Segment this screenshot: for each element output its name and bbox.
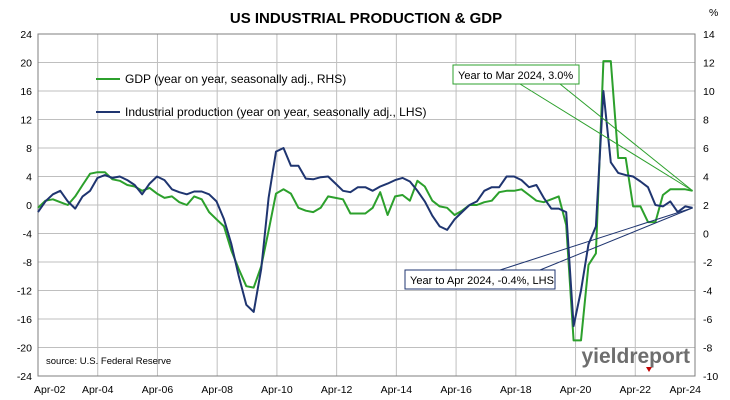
- legend-label-gdp: GDP (year on year, seasonally adj., RHS): [125, 72, 346, 86]
- right-tick-label: -6: [703, 314, 712, 326]
- right-tick-label: -10: [703, 371, 718, 383]
- x-tick-label: Apr-24: [669, 384, 701, 396]
- gdp-series-line: [37, 60, 693, 342]
- source-note: source: U.S. Federal Reserve: [46, 356, 171, 367]
- brand-wordmark: yieldreport: [581, 345, 690, 368]
- left-tick-label: -4: [23, 229, 32, 241]
- legend: GDP (year on year, seasonally adj., RHS)…: [96, 72, 427, 119]
- left-tick-label: -20: [17, 343, 32, 355]
- ip-leader-line: [499, 207, 693, 271]
- x-tick-label: Apr-16: [440, 384, 472, 396]
- industrial-production-series-line: [37, 90, 693, 328]
- right-tick-label: 8: [703, 115, 709, 127]
- left-axis-ticks: 24 20 16 12 8 4 0 -4 -8 -12 -16 -20 -24: [17, 29, 32, 383]
- gdp-leader-line: [519, 83, 693, 192]
- x-tick-label: Apr-12: [321, 384, 353, 396]
- left-tick-label: -24: [17, 371, 32, 383]
- right-tick-label: 6: [703, 143, 709, 155]
- annotations: [499, 83, 693, 271]
- left-tick-label: 0: [26, 200, 32, 212]
- left-tick-label: 4: [26, 172, 32, 184]
- right-tick-label: 14: [703, 29, 715, 41]
- x-axis-ticks: Apr-02 Apr-04 Apr-06 Apr-08 Apr-10 Apr-12 Apr-…: [34, 384, 701, 396]
- x-tick-label: Apr-18: [500, 384, 532, 396]
- right-tick-label: 10: [703, 86, 715, 98]
- x-tick-label: Apr-14: [381, 384, 413, 396]
- x-tick-label: Apr-06: [142, 384, 174, 396]
- right-tick-label: -4: [703, 286, 712, 298]
- right-axis-unit-label: %: [709, 7, 718, 19]
- left-tick-label: -8: [23, 257, 32, 269]
- right-axis-ticks: 14 12 10 8 6 4 2 0 -2 -4 -6 -8 -10: [703, 29, 718, 383]
- x-tick-label: Apr-10: [261, 384, 293, 396]
- legend-label-ip: Industrial production (year on year, sea…: [125, 105, 427, 119]
- left-tick-label: 24: [20, 29, 32, 41]
- left-tick-label: 12: [20, 115, 32, 127]
- left-tick-label: 16: [20, 86, 32, 98]
- brand-marker-icon: [646, 367, 652, 372]
- x-tick-label: Apr-22: [620, 384, 652, 396]
- plot-frame: [37, 33, 696, 377]
- series-lines: [37, 60, 693, 342]
- annotation-ip-text: Year to Apr 2024, -0.4%, LHS: [410, 275, 554, 287]
- gdp-leader-line: [559, 83, 693, 192]
- right-tick-label: 12: [703, 58, 715, 70]
- x-tick-label: Apr-08: [201, 384, 233, 396]
- chart-title: US INDUSTRIAL PRODUCTION & GDP: [230, 10, 502, 27]
- right-tick-label: 4: [703, 172, 709, 184]
- x-tick-label: Apr-20: [560, 384, 592, 396]
- right-tick-label: 2: [703, 200, 709, 212]
- right-tick-label: -2: [703, 257, 712, 269]
- left-tick-label: 20: [20, 58, 32, 70]
- annotation-gdp: Year to Mar 2024, 3.0%: [452, 64, 580, 85]
- left-tick-label: -12: [17, 286, 32, 298]
- yieldreport-logo: yieldreport: [581, 345, 690, 372]
- left-tick-label: 8: [26, 143, 32, 155]
- right-tick-label: 0: [703, 229, 709, 241]
- right-tick-label: -8: [703, 343, 712, 355]
- x-tick-label: Apr-02: [34, 384, 66, 396]
- ip-leader-line: [539, 207, 693, 271]
- plot-border: [37, 33, 696, 377]
- annotation-gdp-box: [452, 64, 580, 85]
- x-tick-label: Apr-04: [82, 384, 114, 396]
- annotation-ip: Year to Apr 2024, -0.4%, LHS: [404, 269, 556, 290]
- annotation-gdp-text: Year to Mar 2024, 3.0%: [458, 70, 573, 82]
- left-tick-label: -16: [17, 314, 32, 326]
- annotation-ip-box: [404, 269, 556, 290]
